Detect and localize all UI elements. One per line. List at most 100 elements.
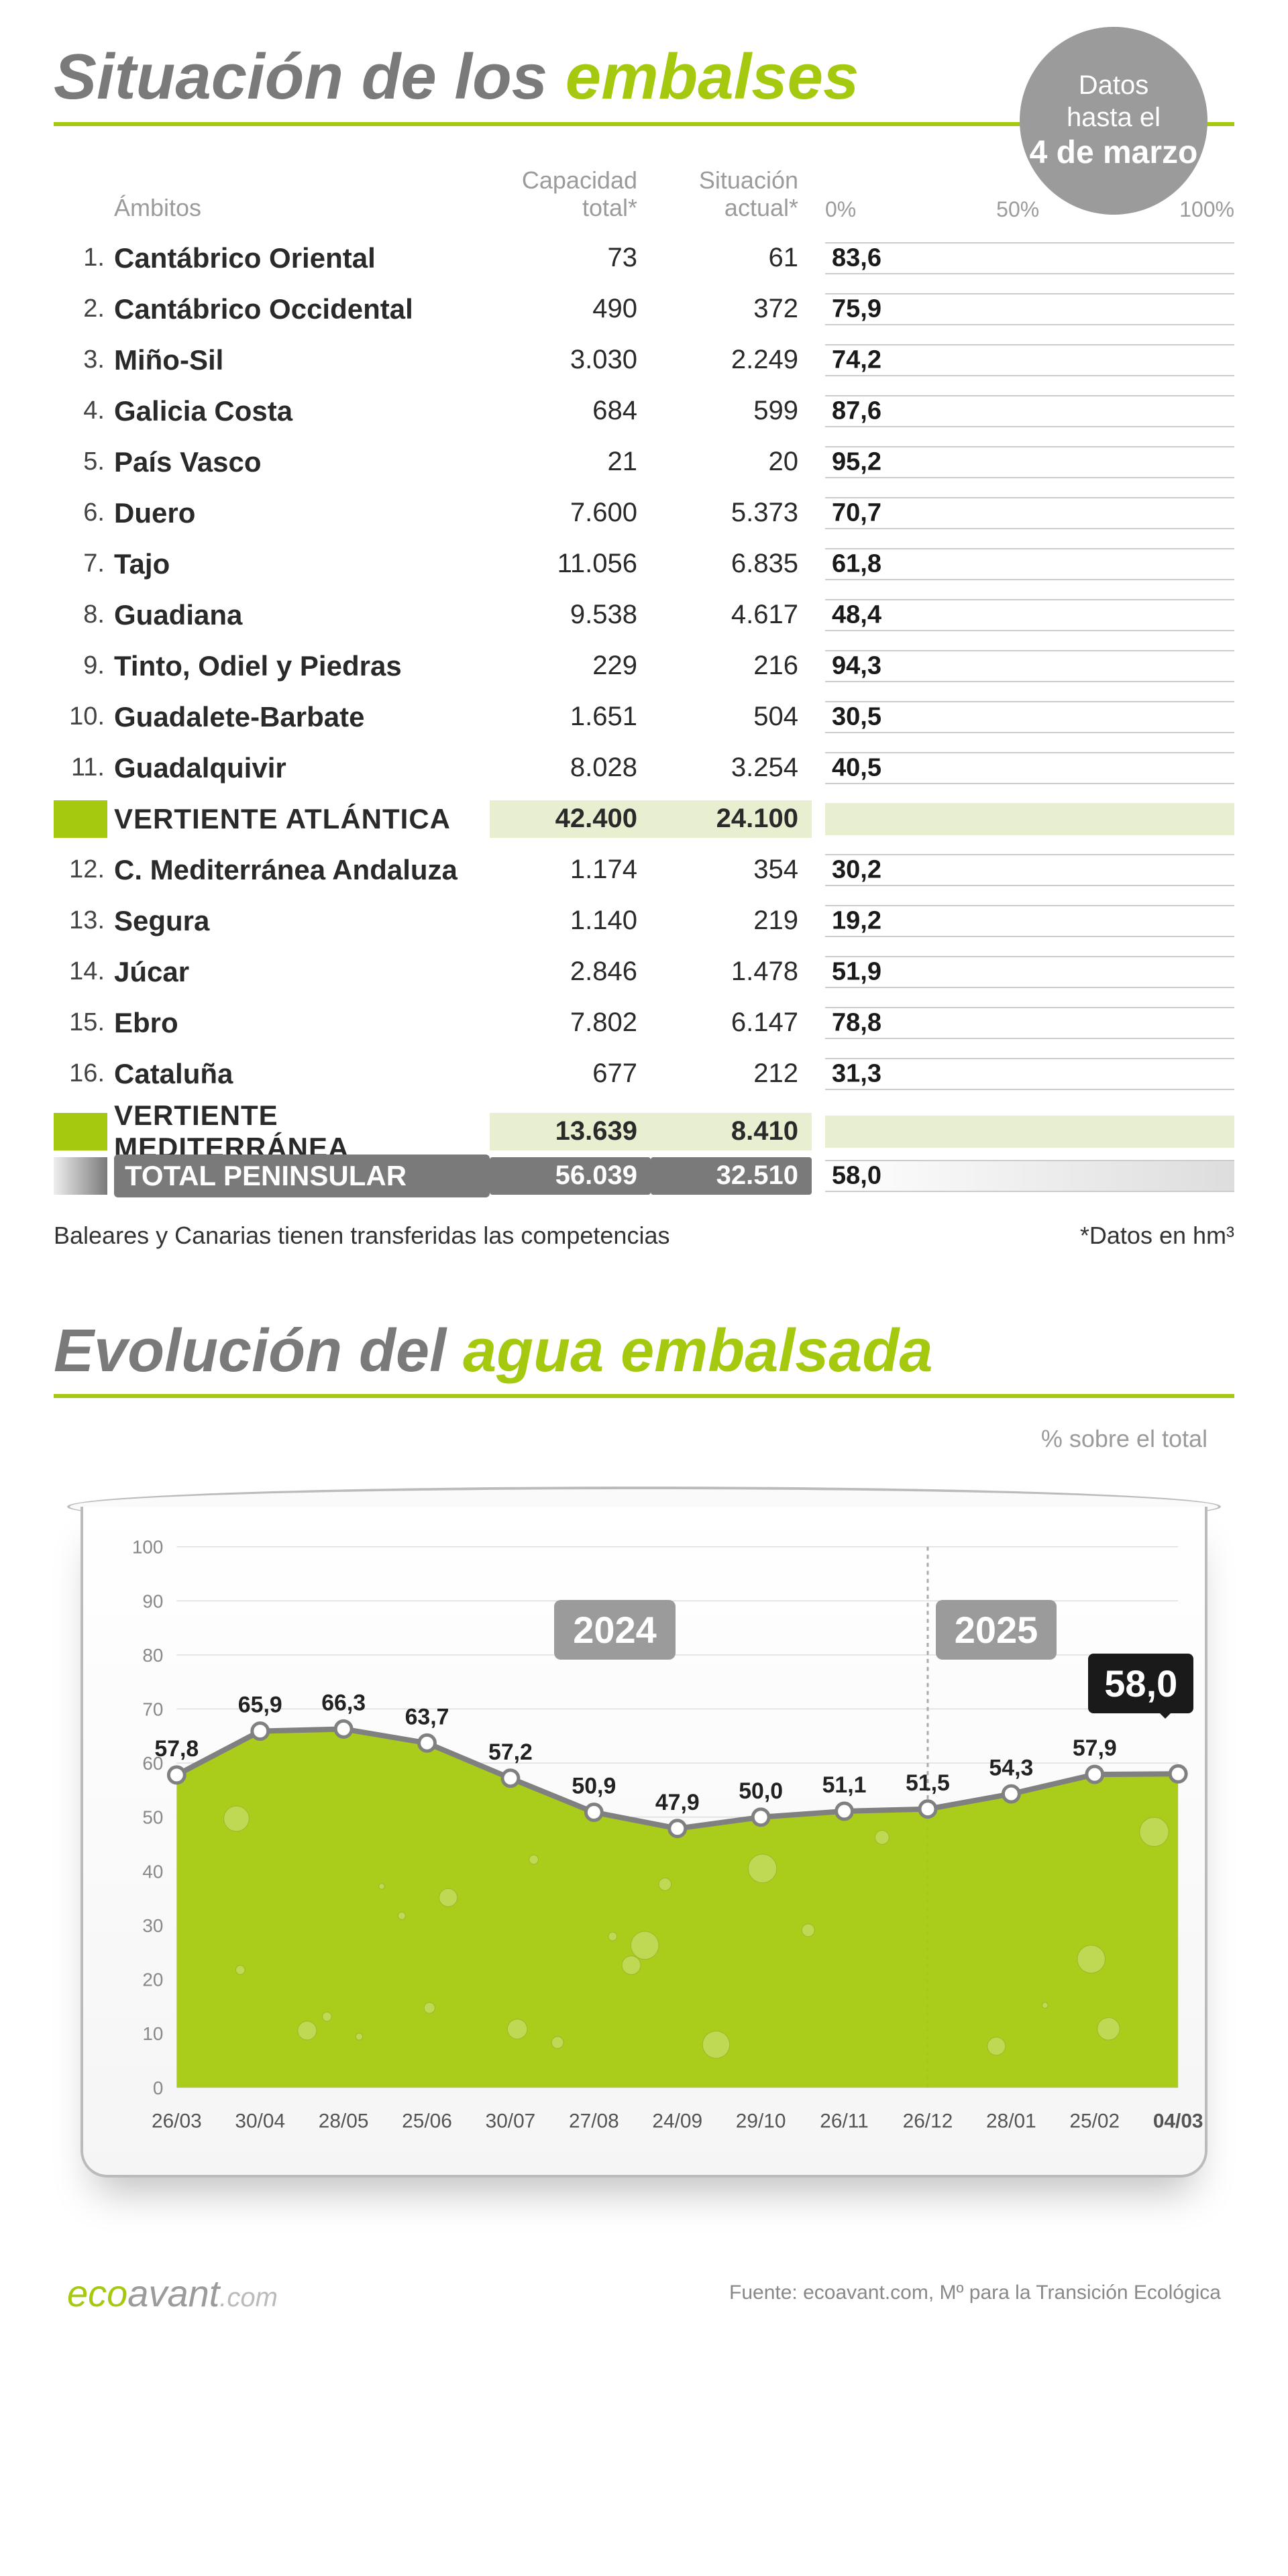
bar-cell: 48,4: [812, 599, 1234, 631]
year-tag-2024: 2024: [554, 1600, 676, 1660]
bar-cell: 83,6: [812, 242, 1234, 274]
bar-label: 70,7: [825, 498, 881, 527]
row-num: 14.: [54, 957, 114, 986]
footnotes: Baleares y Canarias tienen transferidas …: [54, 1222, 1234, 1250]
axis-50: 50%: [996, 197, 1039, 222]
bar-cell: 78,8: [812, 1007, 1234, 1039]
svg-text:30/04: 30/04: [235, 2110, 285, 2132]
row-num: 6.: [54, 498, 114, 527]
svg-text:54,3: 54,3: [989, 1755, 1033, 1780]
svg-text:80: 80: [142, 1645, 163, 1666]
bar-track: [825, 395, 1234, 427]
bar-cell: 61,8: [812, 548, 1234, 580]
row-num: 16.: [54, 1059, 114, 1088]
subtotal-row: VERTIENTE ATLÁNTICA 42.400 24.100: [54, 794, 1234, 845]
title2-accent: agua embalsada: [463, 1318, 932, 1385]
bar-cell: 95,2: [812, 446, 1234, 478]
logo-eco: eco: [67, 2272, 127, 2314]
svg-text:57,2: 57,2: [488, 1739, 533, 1765]
current-value: 216: [651, 651, 812, 681]
bar-track: [825, 1007, 1234, 1039]
capacity-value: 21: [490, 447, 651, 477]
row-num: 10.: [54, 702, 114, 731]
row-num: 2.: [54, 294, 114, 323]
capacity-value: 3.030: [490, 345, 651, 375]
logo-avant: avant: [127, 2272, 219, 2314]
total-name: TOTAL PENINSULAR: [114, 1155, 490, 1197]
table-row: 13. Segura 1.140 219 19,2: [54, 896, 1234, 947]
svg-text:50: 50: [142, 1807, 163, 1828]
tank-body: 010203040506070809010057,865,966,363,757…: [80, 1507, 1208, 2178]
basin-name: Guadiana: [114, 599, 490, 631]
capacity-value: 1.174: [490, 855, 651, 885]
capacity-value: 8.028: [490, 753, 651, 783]
capacity-value: 11.056: [490, 549, 651, 579]
bar-track: [825, 854, 1234, 886]
subtotal-sit: 8.410: [651, 1113, 812, 1150]
svg-text:27/08: 27/08: [569, 2110, 619, 2132]
row-num: 4.: [54, 396, 114, 425]
table-row: 12. C. Mediterránea Andaluza 1.174 354 3…: [54, 845, 1234, 896]
subtotal-bar: [812, 803, 1234, 835]
row-num: 7.: [54, 549, 114, 578]
badge-date: 4 de marzo: [1030, 133, 1198, 172]
footer: ecoavant.com Fuente: ecoavant.com, Mº pa…: [54, 2271, 1234, 2315]
total-bar: 58,0: [812, 1160, 1234, 1192]
basin-name: Ebro: [114, 1007, 490, 1039]
subtotal-name: VERTIENTE ATLÁNTICA: [114, 803, 490, 835]
footnote-left: Baleares y Canarias tienen transferidas …: [54, 1222, 669, 1250]
svg-text:63,7: 63,7: [405, 1704, 449, 1729]
svg-text:50,0: 50,0: [739, 1778, 783, 1804]
svg-text:25/02: 25/02: [1069, 2110, 1120, 2132]
current-value: 6.147: [651, 1008, 812, 1038]
basin-name: Segura: [114, 905, 490, 937]
svg-text:10: 10: [142, 2023, 163, 2044]
axis-labels: 0% 50% 100%: [812, 197, 1234, 222]
capacity-value: 677: [490, 1059, 651, 1089]
svg-text:20: 20: [142, 1969, 163, 1990]
table-row: 2. Cantábrico Occidental 490 372 75,9: [54, 284, 1234, 335]
svg-text:47,9: 47,9: [655, 1790, 700, 1815]
current-value: 61: [651, 243, 812, 273]
bar-track: [825, 650, 1234, 682]
row-num: 3.: [54, 345, 114, 374]
bar-track: [825, 905, 1234, 937]
row-num: 15.: [54, 1008, 114, 1037]
reservoir-table: Ámbitos Capacidad total* Situación actua…: [54, 166, 1234, 1201]
subtotal-row: VERTIENTE MEDITERRÁNEA 13.639 8.410: [54, 1099, 1234, 1150]
bar-track: [825, 752, 1234, 784]
table-row: 1. Cantábrico Oriental 73 61 83,6: [54, 233, 1234, 284]
capacity-value: 1.140: [490, 906, 651, 936]
current-value: 5.373: [651, 498, 812, 528]
basin-name: Cantábrico Occidental: [114, 293, 490, 325]
table-row: 5. País Vasco 21 20 95,2: [54, 437, 1234, 488]
bar-label: 87,6: [825, 396, 881, 425]
svg-text:28/05: 28/05: [319, 2110, 369, 2132]
svg-text:57,8: 57,8: [154, 1736, 199, 1762]
svg-text:66,3: 66,3: [321, 1690, 366, 1715]
svg-text:0: 0: [153, 2078, 163, 2098]
callout-value: 58,0: [1088, 1654, 1193, 1713]
basin-name: Miño-Sil: [114, 344, 490, 376]
bar-cell: 75,9: [812, 293, 1234, 325]
subtotal-cap: 42.400: [490, 800, 651, 838]
svg-text:51,5: 51,5: [906, 1770, 950, 1796]
bar-label: 78,8: [825, 1008, 881, 1037]
table-row: 4. Galicia Costa 684 599 87,6: [54, 386, 1234, 437]
bar-cell: 74,2: [812, 344, 1234, 376]
current-value: 599: [651, 396, 812, 426]
svg-text:26/03: 26/03: [152, 2110, 202, 2132]
row-num: 13.: [54, 906, 114, 935]
bar-cell: 31,3: [812, 1058, 1234, 1090]
subtotal-marker: [54, 1113, 107, 1150]
basin-name: Tinto, Odiel y Piedras: [114, 650, 490, 682]
subtotal-marker: [54, 800, 107, 838]
capacity-value: 7.802: [490, 1008, 651, 1038]
svg-text:25/06: 25/06: [402, 2110, 452, 2132]
basin-name: País Vasco: [114, 446, 490, 478]
basin-name: Cataluña: [114, 1058, 490, 1090]
bar-label: 51,9: [825, 957, 881, 986]
section2-title: Evolución del agua embalsada: [54, 1317, 1234, 1398]
bar-label: 30,2: [825, 855, 881, 884]
current-value: 4.617: [651, 600, 812, 630]
